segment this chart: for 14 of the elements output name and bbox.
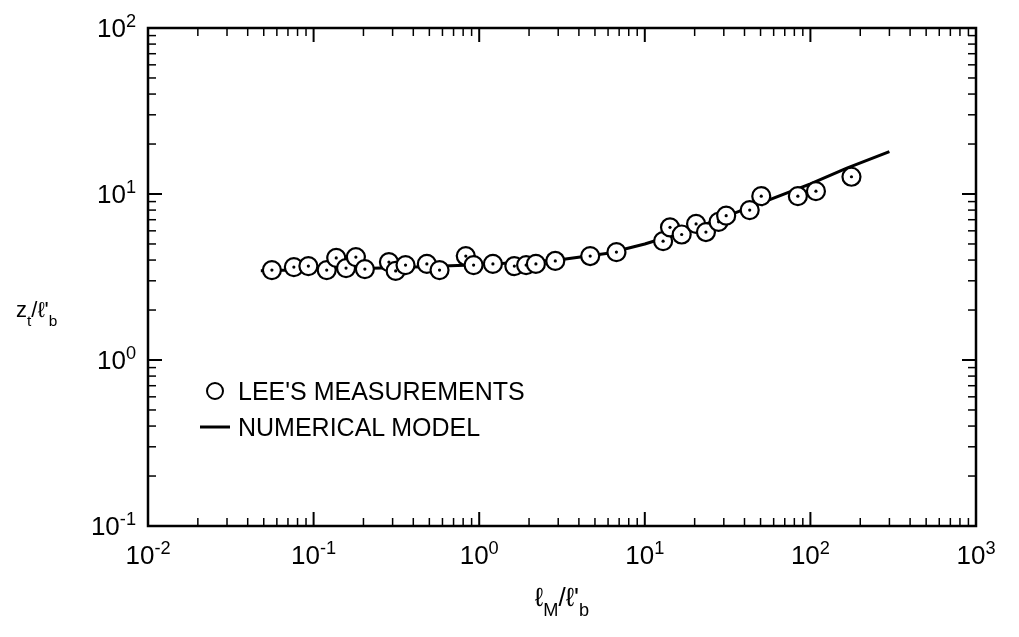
x-tick-label: 10$^{-2}$ [125, 538, 171, 570]
legend-label: LEE'S MEASUREMENTS [238, 377, 525, 405]
x-axis-title: ℓ$_{M}$/ℓ'$_{b}$ [534, 582, 590, 620]
y-tick-label: 10$^{-1}$ [90, 509, 136, 541]
x-tick-label: 10$^{0}$ [459, 538, 499, 570]
legend-label: NUMERICAL MODEL [238, 413, 481, 441]
x-tick-label: 10$^{2}$ [790, 538, 830, 570]
y-tick-label: 10$^{0}$ [96, 343, 136, 375]
x-tick-label: 10$^{-1}$ [291, 538, 337, 570]
x-tick-label: 10$^{3}$ [956, 538, 996, 570]
y-tick-label: 10$^{1}$ [96, 177, 136, 209]
x-tick-label: 10$^{1}$ [625, 538, 665, 570]
y-axis-title: z$_{t}$/ℓ'$_{b}$ [16, 297, 58, 329]
y-tick-label: 10$^{2}$ [96, 11, 136, 43]
